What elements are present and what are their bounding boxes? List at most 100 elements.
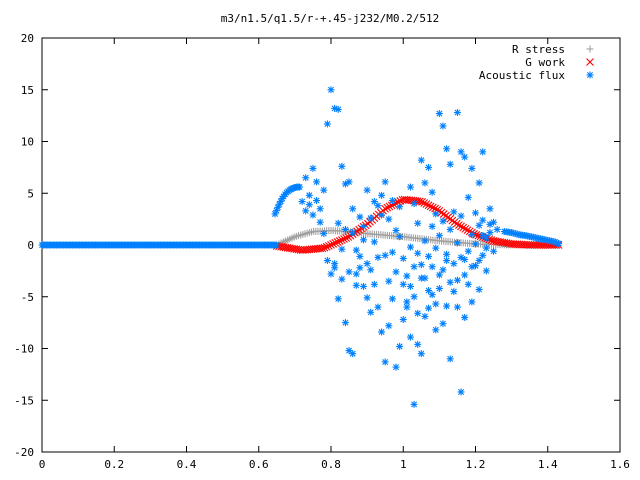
data-point bbox=[450, 208, 458, 216]
x-tick-label: 0.6 bbox=[249, 458, 269, 471]
data-point bbox=[450, 260, 458, 268]
data-point bbox=[435, 232, 443, 240]
data-point bbox=[490, 247, 498, 255]
data-point bbox=[446, 225, 454, 233]
data-point bbox=[424, 201, 433, 210]
data-point bbox=[457, 253, 465, 261]
x-tick-label: 1.6 bbox=[610, 458, 630, 471]
x-tick-label: 1.2 bbox=[466, 458, 486, 471]
data-point bbox=[479, 251, 487, 259]
data-point bbox=[443, 302, 451, 310]
data-point bbox=[378, 211, 386, 219]
data-point bbox=[417, 350, 425, 358]
data-point bbox=[360, 236, 368, 244]
data-point bbox=[388, 196, 396, 204]
data-point bbox=[425, 304, 433, 312]
data-point bbox=[338, 162, 346, 170]
data-point bbox=[305, 201, 313, 209]
data-point bbox=[432, 244, 440, 252]
data-point bbox=[385, 277, 393, 285]
data-point bbox=[406, 282, 414, 290]
data-point bbox=[338, 275, 346, 283]
data-point bbox=[403, 298, 411, 306]
data-point bbox=[428, 203, 437, 212]
y-tick-label: 10 bbox=[21, 136, 34, 149]
data-point bbox=[475, 179, 483, 187]
data-point bbox=[324, 241, 333, 250]
data-point bbox=[446, 278, 454, 286]
legend-marker bbox=[586, 58, 594, 66]
data-point bbox=[342, 234, 351, 242]
data-point bbox=[392, 227, 400, 235]
data-point bbox=[431, 204, 439, 213]
data-point bbox=[425, 287, 433, 295]
data-point bbox=[345, 347, 353, 355]
data-point bbox=[309, 164, 317, 172]
data-point bbox=[367, 214, 375, 222]
data-point bbox=[349, 205, 357, 213]
series-acoustic-flux bbox=[38, 86, 563, 408]
data-point bbox=[486, 229, 494, 237]
y-tick-label: -5 bbox=[21, 291, 34, 304]
data-point bbox=[396, 342, 404, 350]
data-point bbox=[381, 204, 390, 213]
data-point bbox=[450, 288, 458, 296]
data-point bbox=[305, 191, 313, 199]
legend-label: R stress bbox=[512, 43, 565, 56]
data-point bbox=[446, 160, 454, 168]
data-point bbox=[414, 309, 422, 317]
data-point bbox=[360, 282, 368, 290]
y-tick-label: -20 bbox=[14, 446, 34, 459]
data-point bbox=[378, 328, 386, 336]
data-point bbox=[367, 308, 375, 316]
data-point bbox=[334, 219, 342, 227]
data-point bbox=[399, 316, 407, 324]
data-point bbox=[417, 156, 425, 164]
data-point bbox=[338, 245, 346, 253]
data-point bbox=[356, 213, 364, 221]
y-tick-label: 20 bbox=[21, 32, 34, 45]
data-point bbox=[461, 313, 469, 321]
data-point bbox=[418, 198, 426, 206]
data-point bbox=[446, 355, 454, 363]
data-point bbox=[406, 243, 414, 251]
data-point bbox=[399, 280, 407, 288]
data-point bbox=[406, 333, 414, 341]
data-point bbox=[396, 233, 404, 241]
data-point bbox=[385, 215, 393, 223]
data-point bbox=[316, 218, 324, 226]
data-point bbox=[555, 239, 563, 247]
data-point bbox=[370, 238, 378, 246]
data-point bbox=[410, 400, 418, 408]
data-point bbox=[475, 221, 483, 229]
data-point bbox=[383, 203, 392, 212]
data-point bbox=[435, 271, 443, 279]
data-point bbox=[385, 322, 393, 330]
data-point bbox=[410, 263, 418, 271]
data-point bbox=[457, 388, 465, 396]
data-point bbox=[345, 268, 353, 276]
data-point bbox=[432, 326, 440, 334]
data-point bbox=[374, 202, 382, 210]
data-point bbox=[464, 280, 472, 288]
data-point bbox=[428, 263, 436, 271]
chart-title: m3/n1.5/q1.5/r-+.45-j232/M0.2/512 bbox=[221, 12, 440, 25]
data-point bbox=[313, 178, 321, 186]
data-point bbox=[421, 312, 429, 320]
legend-label: Acoustic flux bbox=[479, 69, 565, 82]
x-tick-label: 0 bbox=[39, 458, 46, 471]
data-point bbox=[335, 237, 344, 245]
data-point bbox=[381, 178, 389, 186]
y-tick-label: -10 bbox=[14, 343, 34, 356]
data-point bbox=[439, 122, 447, 130]
data-point bbox=[428, 222, 436, 230]
x-tick-label: 0.2 bbox=[104, 458, 124, 471]
data-point bbox=[349, 229, 357, 237]
data-point bbox=[334, 295, 342, 303]
data-point bbox=[272, 241, 280, 249]
data-point bbox=[331, 260, 339, 268]
data-point bbox=[363, 294, 371, 302]
data-point bbox=[472, 240, 479, 248]
